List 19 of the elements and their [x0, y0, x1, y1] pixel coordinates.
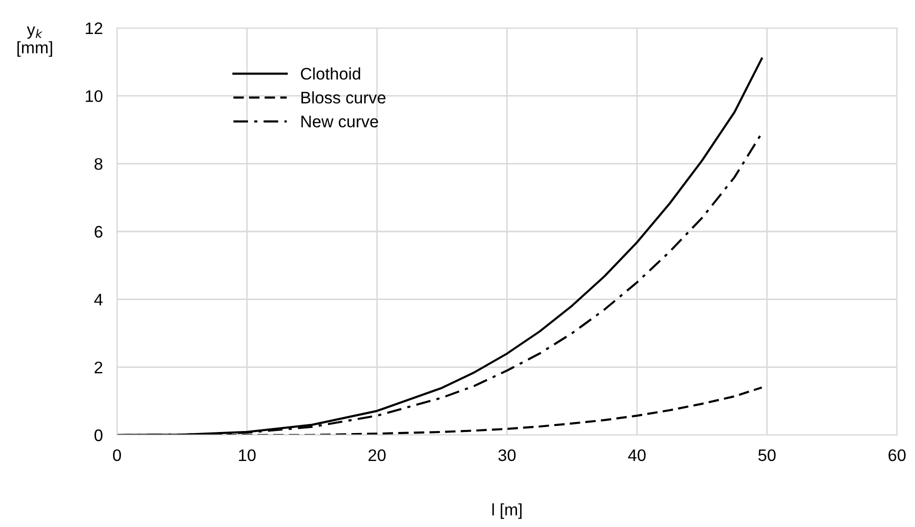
y-tick-label: 4 [94, 294, 103, 306]
y-axis-title: y$_{k}$ [mm] [17, 26, 52, 57]
x-tick-label: 10 [239, 449, 256, 462]
x-axis-title: l [m] [492, 503, 522, 519]
y-tick-label: 8 [94, 158, 102, 170]
legend-label: Clothoid [300, 67, 360, 80]
x-tick-label: 60 [888, 449, 906, 462]
x-tick-label: 20 [368, 449, 386, 462]
x-tick-label: 30 [498, 449, 516, 462]
legend-label: Bloss curve [301, 91, 386, 104]
legend-label: New curve [301, 116, 378, 128]
x-tick-label: 50 [758, 449, 776, 462]
y-tick-label: 10 [86, 90, 102, 102]
y-tick-label: 12 [86, 22, 102, 34]
y-tick-label: 0 [94, 429, 102, 442]
y-tick-label: 6 [94, 226, 102, 238]
y-tick-label: 2 [94, 362, 102, 374]
x-tick-label: 0 [113, 449, 121, 462]
x-tick-label: 40 [628, 449, 646, 462]
